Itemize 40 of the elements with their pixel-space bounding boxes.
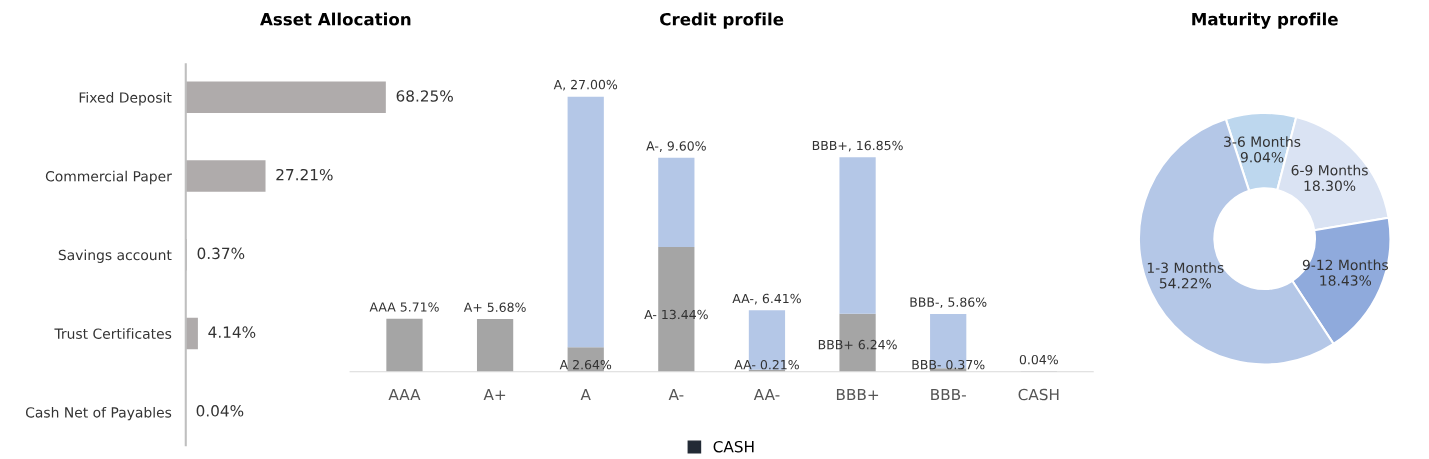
x-tick-label: BBB-	[931, 388, 966, 401]
x-tick-label: A-	[668, 388, 684, 401]
y-tick-label: Cash Net of Payables	[25, 406, 172, 421]
data-label: 4.14%	[208, 326, 256, 338]
data-label: 18.30%	[1304, 180, 1356, 192]
data-label: A-, 9.60%	[646, 141, 706, 152]
x-tick-label: AA-	[753, 388, 780, 401]
data-label: AA-, 6.41%	[732, 293, 801, 305]
data-label: 18.43%	[1320, 275, 1372, 286]
y-tick-label: Commercial Paper	[45, 170, 172, 185]
data-label: AA- 0.21%	[734, 359, 799, 370]
data-label: BBB+ 6.24%	[818, 339, 897, 350]
data-label: A+ 5.68%	[463, 302, 526, 312]
chart-title: Maturity profile	[1192, 12, 1338, 29]
data-label: 27.21%	[276, 168, 333, 181]
data-label: 68.25%	[396, 90, 453, 102]
y-tick-label: Fixed Deposit	[79, 92, 172, 106]
data-label: BBB- 0.37%	[912, 359, 985, 370]
data-label: 0.37%	[197, 247, 245, 260]
chart-title: Credit profile	[660, 12, 784, 29]
y-tick-label: Savings account	[58, 249, 172, 263]
data-label: BBB+, 16.85%	[812, 140, 903, 152]
slice-label: 3-6 Months	[1224, 136, 1301, 147]
data-label: 0.04%	[196, 405, 244, 417]
x-tick-label: A	[580, 388, 591, 401]
legend-label: CASH	[713, 440, 754, 453]
chart-title: Asset Allocation	[260, 12, 411, 26]
slice-label: 6-9 Months	[1291, 164, 1368, 176]
data-label: A, 27.00%	[553, 79, 618, 91]
data-label: 54.22%	[1159, 278, 1211, 289]
data-label: BBB-, 5.86%	[910, 297, 987, 309]
y-tick-label: Trust Certificates	[54, 328, 172, 339]
x-tick-label: A+	[483, 388, 506, 401]
data-label: AAA 5.71%	[369, 302, 439, 312]
x-tick-label: CASH	[1018, 388, 1059, 401]
x-tick-label: BBB+	[836, 388, 879, 401]
data-label: 0.04%	[1019, 354, 1058, 365]
slice-label: 1-3 Months	[1147, 262, 1224, 273]
data-label: 9.04%	[1240, 151, 1284, 163]
x-tick-label: AAA	[388, 388, 421, 401]
